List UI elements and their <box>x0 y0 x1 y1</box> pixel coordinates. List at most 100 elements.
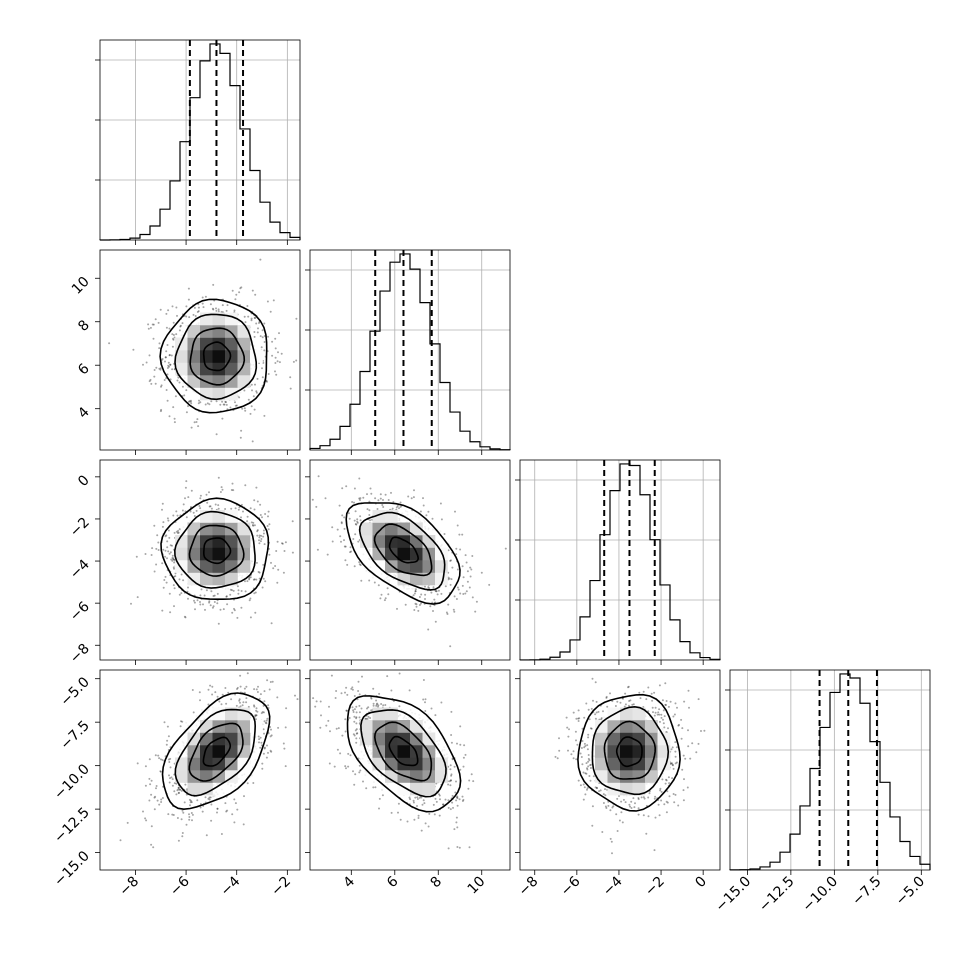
scatter-point <box>399 505 402 508</box>
scatter-point <box>358 771 361 774</box>
scatter-point <box>407 584 410 587</box>
scatter-point <box>254 591 257 594</box>
scatter-point <box>382 506 385 508</box>
density-cell <box>200 757 213 771</box>
scatter-point <box>230 785 232 788</box>
scatter-point <box>254 715 257 718</box>
scatter-point <box>158 367 161 370</box>
scatter-point <box>243 687 246 690</box>
scatter-point <box>352 711 355 713</box>
scatter-point <box>216 695 219 698</box>
scatter-point <box>453 595 456 598</box>
scatter-point <box>263 690 266 693</box>
density-cell <box>237 732 251 746</box>
scatter-point <box>451 758 454 761</box>
scatter-point <box>235 293 238 296</box>
scatter-point <box>189 400 192 403</box>
contour-level-3 <box>345 502 461 605</box>
scatter-point <box>177 786 180 789</box>
scatter-point <box>364 774 367 777</box>
scatter-point <box>464 592 467 595</box>
scatter-point <box>450 578 453 581</box>
scatter-point <box>173 531 176 534</box>
scatter-point <box>168 354 171 356</box>
scatter-point <box>201 302 204 305</box>
scatter-point <box>172 566 175 569</box>
scatter-point <box>221 417 224 420</box>
density-cell <box>250 350 263 363</box>
scatter-point <box>366 508 369 511</box>
scatter-point <box>187 586 189 589</box>
scatter-point <box>165 389 168 391</box>
scatter-point <box>177 839 180 842</box>
contour-level-2 <box>174 313 258 401</box>
scatter-point <box>375 703 378 706</box>
scatter-point <box>197 390 200 392</box>
scatter-point <box>260 346 263 349</box>
scatter-point <box>376 702 379 705</box>
scatter-point <box>246 305 249 307</box>
scatter-point <box>166 517 169 520</box>
scatter-point <box>284 541 287 544</box>
x-tick-label-p3: −12.5 <box>756 874 798 916</box>
scatter-point <box>414 590 417 593</box>
scatter-point <box>259 693 262 696</box>
scatter-point <box>274 565 277 567</box>
scatter-point <box>193 515 196 517</box>
density-cell <box>187 732 201 746</box>
scatter-point <box>394 575 397 578</box>
scatter-point <box>221 693 224 696</box>
scatter-point <box>260 741 263 744</box>
scatter-point <box>166 739 169 742</box>
scatter-point <box>258 697 261 700</box>
scatter-point <box>182 744 185 747</box>
scatter-point <box>252 750 255 753</box>
scatter-point <box>358 711 361 714</box>
scatter-point <box>402 717 405 720</box>
scatter-point <box>376 508 379 510</box>
density-cell <box>200 560 213 573</box>
scatter-point <box>225 595 228 598</box>
density-plot <box>311 475 507 648</box>
scatter-point <box>161 358 164 360</box>
scatter-point <box>263 747 266 750</box>
scatter-point <box>216 807 219 810</box>
scatter-point <box>233 609 236 612</box>
scatter-point <box>238 574 241 577</box>
scatter-point <box>248 578 251 581</box>
scatter-point <box>185 516 188 519</box>
scatter-point <box>174 395 177 398</box>
density-cell <box>397 572 411 586</box>
scatter-point <box>381 504 384 506</box>
scatter-point <box>354 510 357 513</box>
scatter-point <box>257 570 260 573</box>
scatter-point <box>151 323 154 326</box>
scatter-point <box>254 758 257 761</box>
scatter-point <box>154 318 157 321</box>
scatter-point <box>234 802 237 805</box>
scatter-point <box>378 692 381 695</box>
scatter-point <box>291 551 294 554</box>
scatter-point <box>274 347 277 350</box>
scatter-point <box>267 515 269 518</box>
scatter-point <box>164 575 167 578</box>
scatter-point <box>229 593 232 596</box>
scatter-point <box>469 566 472 569</box>
scatter-point <box>343 527 346 530</box>
scatter-point <box>164 360 166 363</box>
scatter-point <box>357 540 360 543</box>
scatter-point <box>183 377 186 380</box>
scatter-point <box>235 404 238 407</box>
x-axis-p1-row-2 <box>350 660 483 665</box>
scatter-point <box>349 551 352 554</box>
scatter-point <box>346 563 349 566</box>
scatter-point <box>165 743 168 746</box>
scatter-point <box>439 530 442 533</box>
scatter-point <box>219 608 222 611</box>
scatter-point <box>154 795 157 798</box>
scatter-point <box>254 718 257 721</box>
scatter-point <box>470 773 473 776</box>
x-tick-label-p3: −10.0 <box>800 874 842 916</box>
scatter-point <box>168 536 171 539</box>
density-cell <box>187 572 201 586</box>
